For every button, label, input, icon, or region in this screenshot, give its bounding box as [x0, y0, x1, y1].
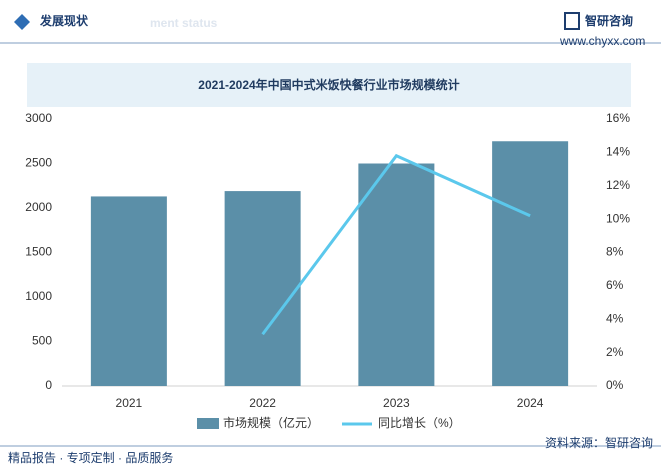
chart-title: 2021-2024年中国中式米饭快餐行业市场规模统计 [198, 77, 459, 92]
y2-tick-label: 6% [606, 278, 624, 292]
y2-tick-label: 10% [606, 211, 630, 225]
y2-tick-label: 0% [606, 378, 624, 392]
x-tick-label: 2023 [383, 396, 410, 410]
logo-icon [564, 12, 580, 30]
footer-text: 精品报告 · 专项定制 · 品质服务 [8, 450, 173, 465]
bar [90, 196, 167, 386]
y-tick-label: 3000 [25, 111, 52, 125]
y-tick-label: 0 [45, 378, 52, 392]
bar [358, 163, 435, 386]
x-tick-label: 2022 [249, 396, 276, 410]
y-tick-label: 2500 [25, 156, 52, 170]
bar [224, 191, 301, 386]
growth-line [261, 153, 531, 336]
logo-text: 智研咨询 [584, 13, 633, 28]
y2-tick-label: 8% [606, 245, 624, 259]
y2-tick-label: 14% [606, 145, 630, 159]
y-tick-label: 500 [32, 334, 52, 348]
legend-label: 市场规模（亿元） [223, 415, 319, 430]
bar [492, 141, 569, 386]
header-icon [14, 14, 30, 30]
website: www.chyxx.com [559, 34, 645, 48]
title-band [27, 63, 631, 107]
y2-tick-label: 4% [606, 311, 624, 325]
y-tick-label: 1000 [25, 289, 52, 303]
y2-tick-label: 16% [606, 111, 630, 125]
header-title: 发展现状 [39, 13, 89, 28]
x-tick-label: 2024 [517, 396, 544, 410]
source: 资料来源：智研咨询 [545, 435, 653, 450]
y-tick-label: 2000 [25, 200, 52, 214]
legend-swatch [197, 418, 219, 429]
y-tick-label: 1500 [25, 245, 52, 259]
legend-label: 同比增长（%） [378, 416, 461, 430]
x-tick-label: 2021 [116, 396, 143, 410]
y2-tick-label: 2% [606, 345, 624, 359]
header-watermark: ment status [150, 16, 218, 30]
y2-tick-label: 12% [606, 178, 630, 192]
